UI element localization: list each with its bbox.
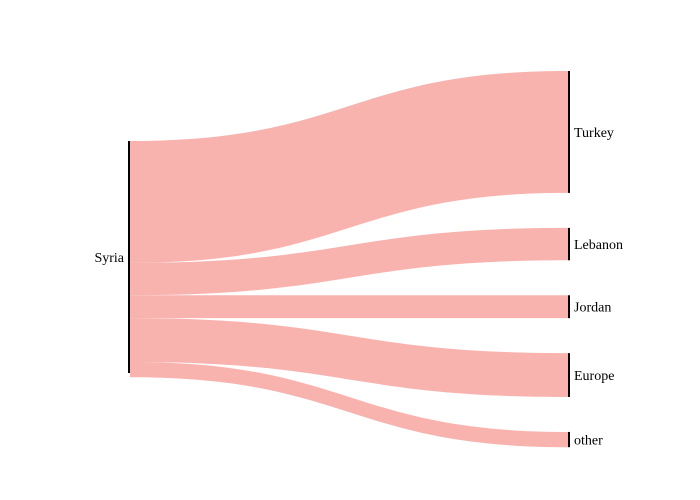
target-node-bar — [568, 431, 570, 448]
target-node-label: Lebanon — [574, 238, 623, 253]
target-node-label: Europe — [574, 369, 614, 384]
target-node-turkey: Turkey — [568, 71, 614, 193]
target-node-bar — [568, 295, 570, 319]
flow-link-lebanon — [130, 227, 568, 296]
target-node-europe: Europe — [568, 353, 614, 397]
target-node-other: other — [568, 431, 603, 449]
source-node-label: Syria — [94, 251, 124, 266]
target-node-bar — [568, 227, 570, 261]
target-node-label: Turkey — [574, 126, 614, 141]
target-node-bar — [568, 71, 570, 193]
flow-link-turkey — [130, 71, 568, 263]
target-node-jordan: Jordan — [568, 295, 611, 319]
source-node-bar — [128, 141, 130, 373]
target-node-bar — [568, 353, 570, 397]
target-nodes: Turkey Lebanon Jordan Europe other — [568, 71, 623, 449]
flow-link-jordan — [130, 295, 568, 319]
source-node: Syria — [94, 141, 130, 373]
flow-link-other — [130, 361, 568, 448]
flow-links — [130, 71, 568, 448]
target-node-label: other — [574, 434, 603, 449]
flow-link-europe — [130, 318, 568, 397]
target-node-label: Jordan — [574, 301, 611, 316]
target-node-lebanon: Lebanon — [568, 227, 623, 261]
